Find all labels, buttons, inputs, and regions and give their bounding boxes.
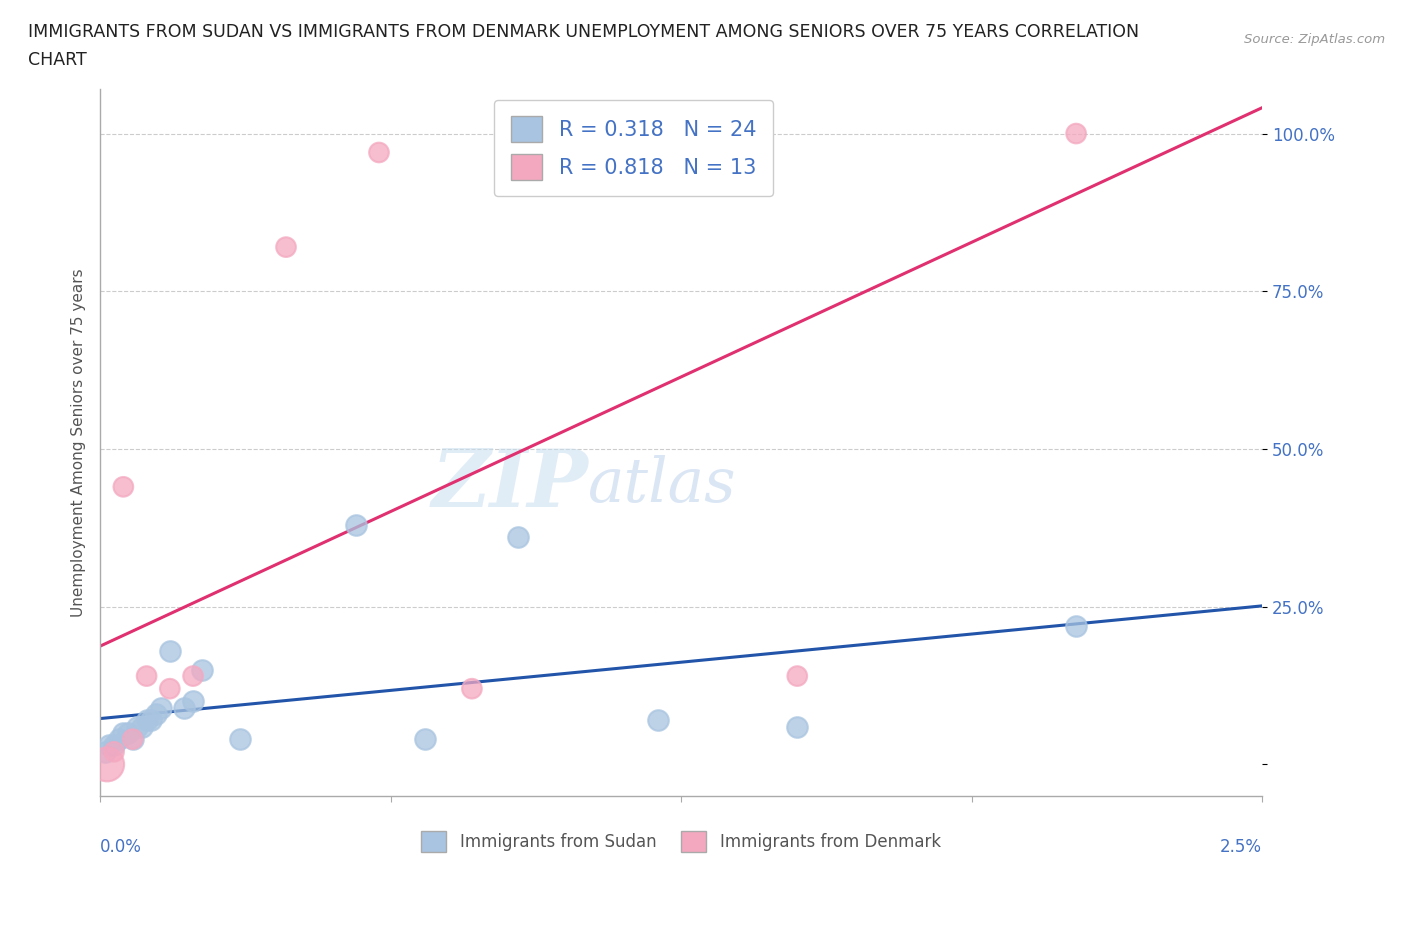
Text: CHART: CHART: [28, 51, 87, 69]
Point: [1064, 126, 1087, 141]
Point: [647, 158, 669, 173]
Point: [107, 732, 129, 747]
Point: [121, 732, 143, 747]
Point: [181, 694, 204, 709]
Point: [1064, 618, 1087, 633]
Point: [181, 669, 204, 684]
Point: [173, 700, 195, 715]
Point: [96, 757, 118, 772]
Text: 0.0%: 0.0%: [100, 838, 142, 857]
Text: IMMIGRANTS FROM SUDAN VS IMMIGRANTS FROM DENMARK UNEMPLOYMENT AMONG SENIORS OVER: IMMIGRANTS FROM SUDAN VS IMMIGRANTS FROM…: [28, 23, 1139, 41]
Text: Source: ZipAtlas.com: Source: ZipAtlas.com: [1244, 33, 1385, 46]
Point: [103, 738, 125, 753]
Point: [145, 707, 167, 722]
Point: [112, 479, 135, 494]
Point: [141, 712, 163, 727]
Point: [159, 682, 181, 697]
Y-axis label: Unemployment Among Seniors over 75 years: Unemployment Among Seniors over 75 years: [72, 269, 86, 617]
Text: ZIP: ZIP: [432, 446, 588, 524]
Point: [131, 719, 153, 734]
Point: [786, 669, 808, 684]
Point: [461, 682, 484, 697]
Point: [98, 738, 121, 753]
Point: [508, 530, 530, 545]
Text: 2.5%: 2.5%: [1220, 838, 1263, 857]
Legend: Immigrants from Sudan, Immigrants from Denmark: Immigrants from Sudan, Immigrants from D…: [415, 825, 948, 858]
Point: [112, 725, 135, 740]
Point: [121, 732, 143, 747]
Point: [103, 744, 125, 759]
Point: [191, 662, 214, 677]
Text: atlas: atlas: [588, 455, 737, 515]
Point: [647, 712, 669, 727]
Point: [228, 732, 250, 747]
Point: [127, 719, 149, 734]
Point: [135, 669, 157, 684]
Point: [159, 644, 181, 658]
Point: [368, 145, 391, 160]
Point: [117, 725, 139, 740]
Point: [344, 517, 367, 532]
Point: [415, 732, 437, 747]
Point: [149, 700, 172, 715]
Point: [135, 712, 157, 727]
Point: [94, 744, 117, 759]
Point: [786, 719, 808, 734]
Point: [274, 240, 297, 255]
